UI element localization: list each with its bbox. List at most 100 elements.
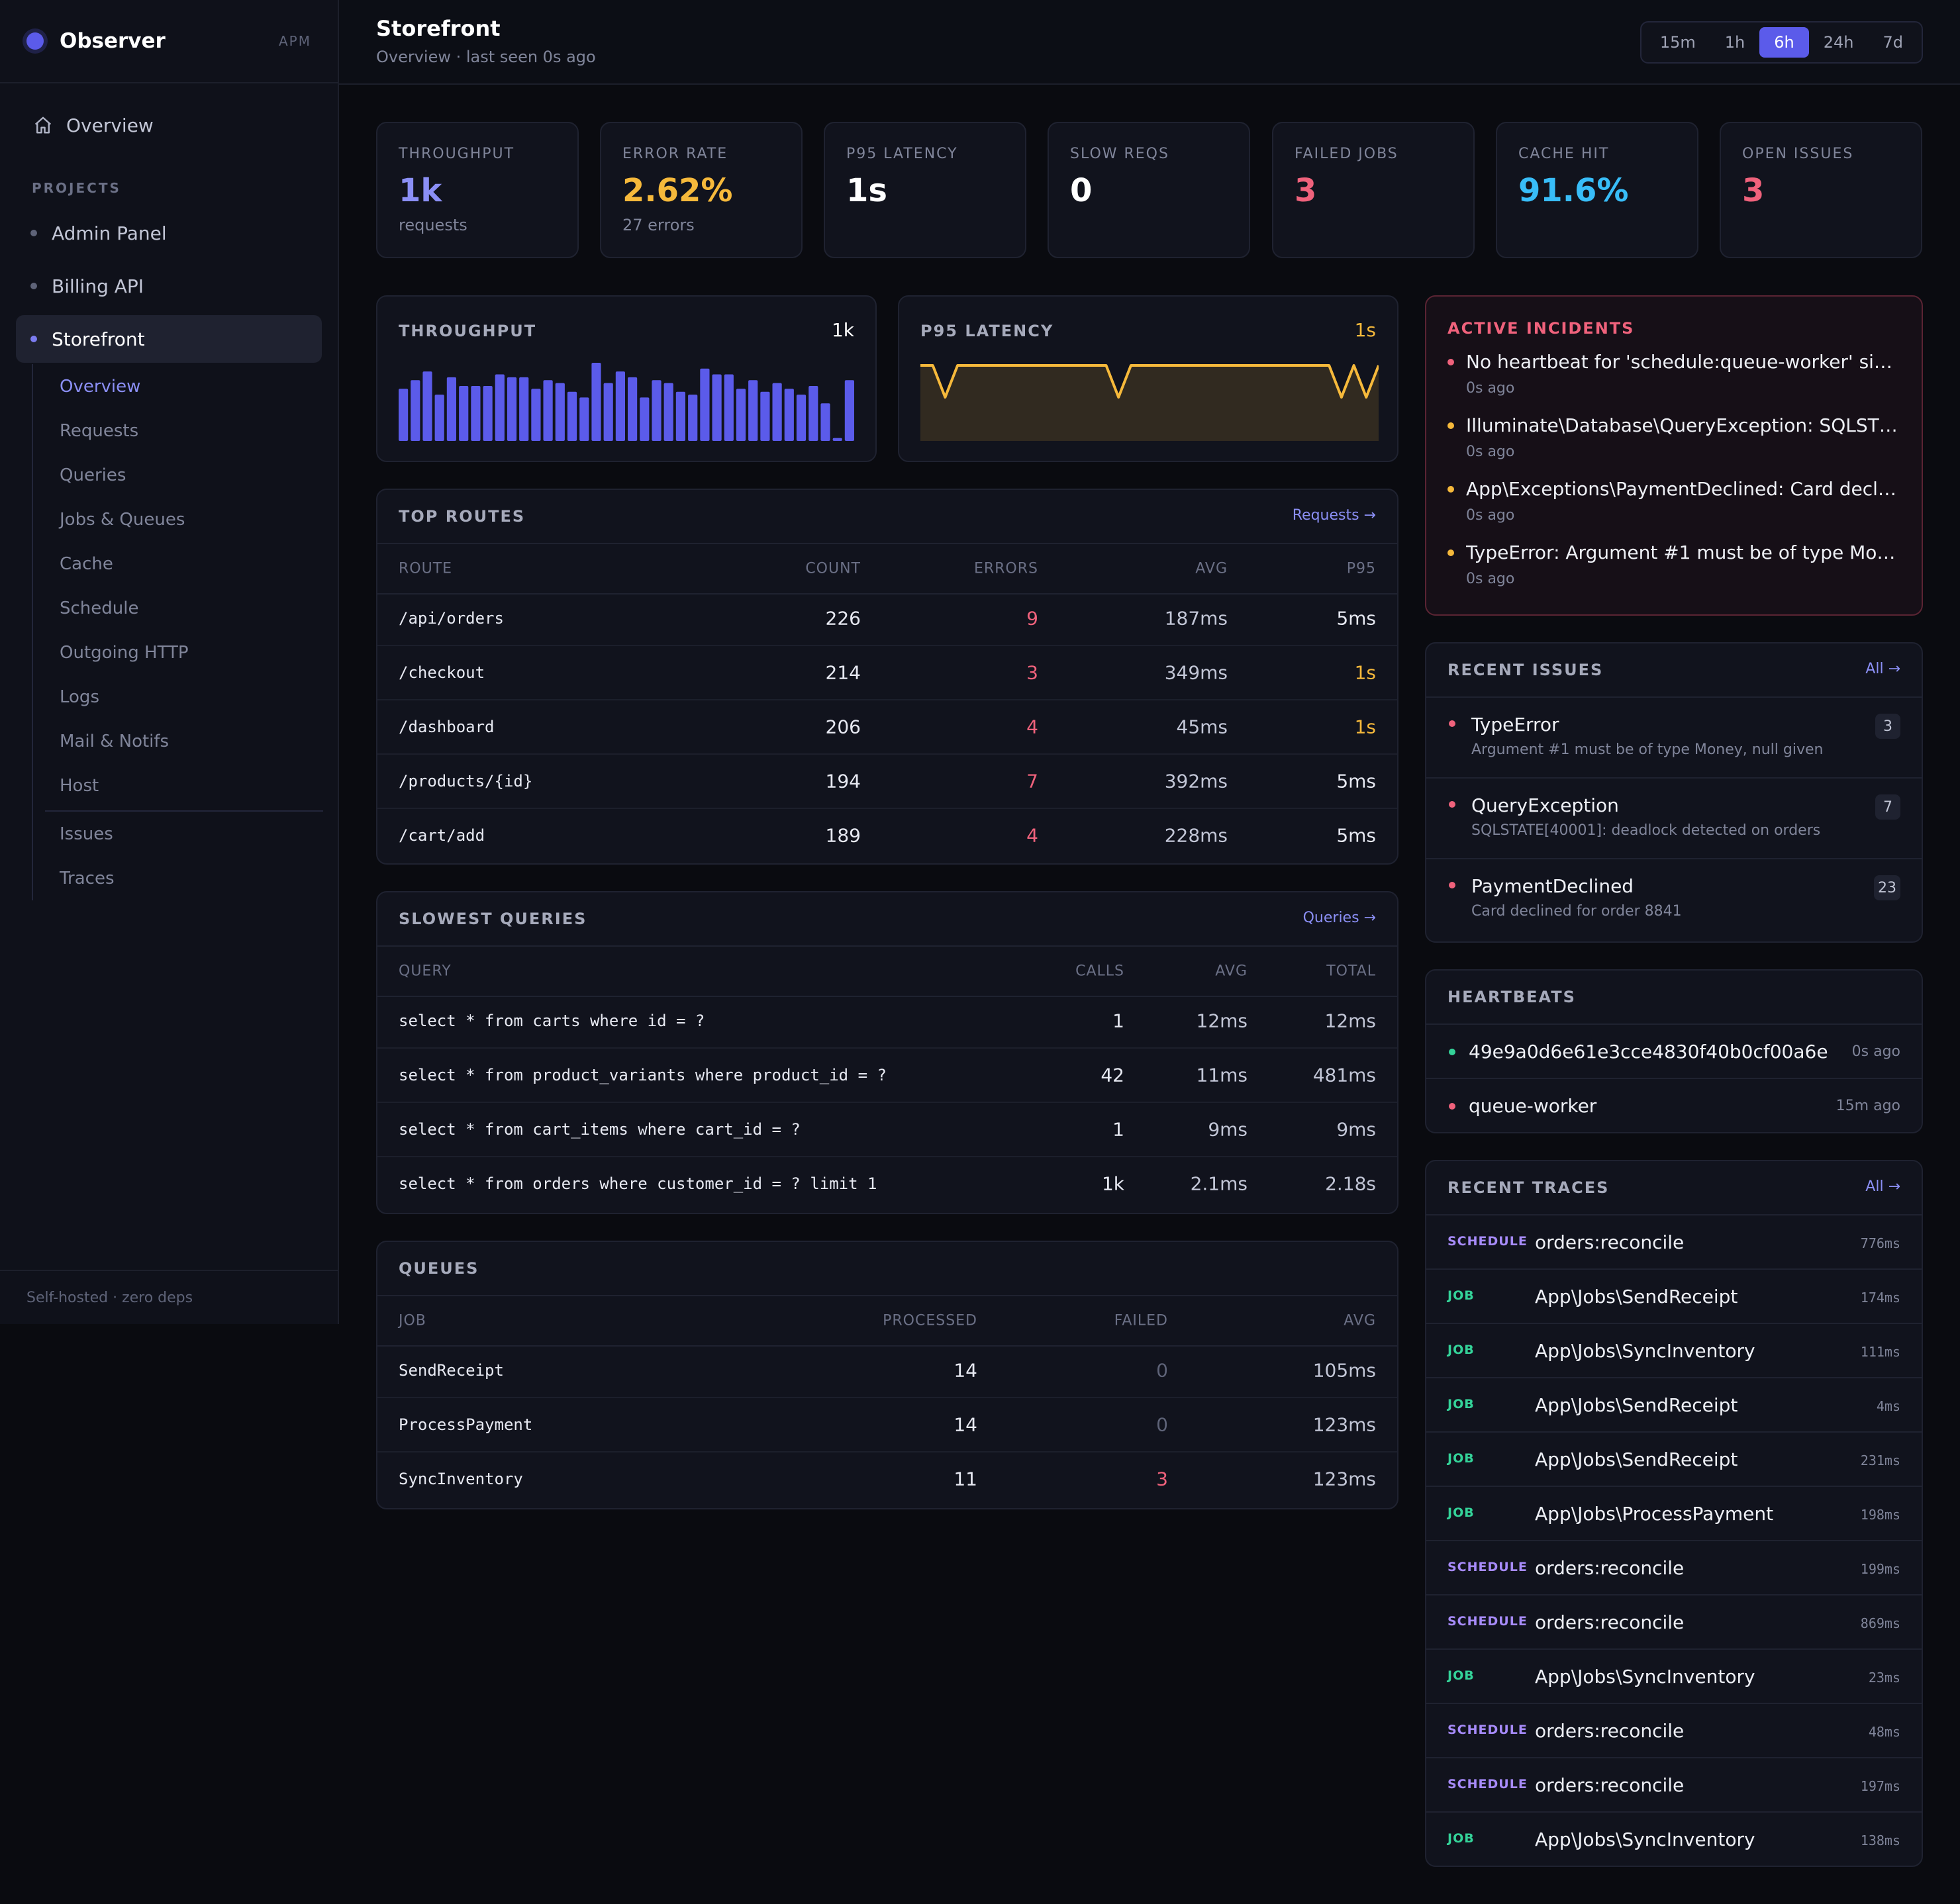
- issue-row[interactable]: TypeError Argument #1 must be of type Mon…: [1426, 696, 1922, 779]
- queue-row[interactable]: ProcessPayment 14 0 123ms: [377, 1398, 1397, 1452]
- route-errors: 4: [1026, 716, 1038, 738]
- project-storefront[interactable]: Storefront: [16, 315, 322, 363]
- incident-item[interactable]: Illuminate\Database\QueryException: SQLS…: [1447, 414, 1900, 474]
- project-label: Admin Panel: [52, 222, 167, 244]
- route-row[interactable]: /api/orders 226 9 187ms 5ms: [377, 592, 1397, 646]
- trace-row[interactable]: JOB App\Jobs\SendReceipt 174ms: [1426, 1268, 1922, 1324]
- trace-duration: 23ms: [1868, 1670, 1900, 1686]
- range-1h-button[interactable]: 1h: [1724, 33, 1745, 52]
- route-row[interactable]: /cart/add 189 4 228ms 5ms: [377, 809, 1397, 862]
- subnav-outgoing-http[interactable]: Outgoing HTTP: [60, 642, 189, 663]
- trace-row[interactable]: JOB App\Jobs\SyncInventory 23ms: [1426, 1648, 1922, 1704]
- queue-failed: 0: [1156, 1359, 1168, 1382]
- table-header: ROUTE COUNT ERRORS AVG P95: [377, 543, 1397, 595]
- trace-row[interactable]: JOB App\Jobs\ProcessPayment 198ms: [1426, 1486, 1922, 1541]
- all-traces-link[interactable]: All →: [1865, 1178, 1900, 1195]
- trace-row[interactable]: JOB App\Jobs\SyncInventory 111ms: [1426, 1323, 1922, 1378]
- trace-duration: 199ms: [1860, 1561, 1900, 1577]
- query-avg: 12ms: [1196, 1010, 1248, 1032]
- route-avg: 349ms: [1164, 661, 1228, 684]
- subnav-overview[interactable]: Overview: [60, 376, 141, 397]
- col-query: QUERY: [399, 963, 452, 980]
- recent-issues-card: RECENT ISSUES All → TypeError Argument #1…: [1425, 642, 1923, 943]
- subnav-requests[interactable]: Requests: [60, 420, 139, 441]
- subnav-logs[interactable]: Logs: [60, 687, 99, 707]
- throughput-bar: [543, 380, 553, 441]
- subnav-cache[interactable]: Cache: [60, 553, 113, 574]
- trace-row[interactable]: SCHEDULE orders:reconcile 776ms: [1426, 1214, 1922, 1270]
- query-row[interactable]: select * from orders where customer_id =…: [377, 1157, 1397, 1210]
- trace-type-badge: JOB: [1447, 1343, 1475, 1357]
- latency-area: [920, 365, 1379, 441]
- query-row[interactable]: select * from product_variants where pro…: [377, 1049, 1397, 1103]
- route-p95: 1s: [1354, 716, 1376, 738]
- trace-row[interactable]: SCHEDULE orders:reconcile 199ms: [1426, 1540, 1922, 1595]
- trace-row[interactable]: JOB App\Jobs\SendReceipt 4ms: [1426, 1377, 1922, 1433]
- heartbeat-time: 15m ago: [1836, 1098, 1900, 1114]
- trace-name: App\Jobs\SendReceipt: [1535, 1394, 1738, 1416]
- route-path: /checkout: [399, 663, 485, 682]
- route-row[interactable]: /dashboard 206 4 45ms 1s: [377, 700, 1397, 755]
- sidebar-item-overview[interactable]: Overview: [0, 102, 338, 148]
- incident-item[interactable]: TypeError: Argument #1 must be of type M…: [1447, 542, 1900, 601]
- trace-row[interactable]: SCHEDULE orders:reconcile 197ms: [1426, 1757, 1922, 1813]
- col-processed: PROCESSED: [883, 1312, 977, 1329]
- subnav-host[interactable]: Host: [60, 775, 99, 796]
- incident-text: No heartbeat for 'schedule:queue-worker'…: [1466, 351, 1892, 373]
- route-row[interactable]: /products/{id} 194 7 392ms 5ms: [377, 755, 1397, 809]
- queue-row[interactable]: SyncInventory 11 3 123ms: [377, 1452, 1397, 1505]
- range-7d-button[interactable]: 7d: [1883, 33, 1903, 52]
- trace-name: orders:reconcile: [1535, 1611, 1685, 1633]
- trace-row[interactable]: JOB App\Jobs\SendReceipt 231ms: [1426, 1431, 1922, 1487]
- stat-value: 91.6%: [1518, 172, 1629, 209]
- route-row[interactable]: /checkout 214 3 349ms 1s: [377, 646, 1397, 700]
- trace-row[interactable]: SCHEDULE orders:reconcile 48ms: [1426, 1703, 1922, 1758]
- issue-status-dot: [1449, 720, 1455, 727]
- route-count: 194: [825, 770, 861, 792]
- heartbeat-name: 49e9a0d6e61e3cce4830f40b0cf00a6e: [1469, 1041, 1828, 1063]
- range-15m-button[interactable]: 15m: [1659, 33, 1696, 52]
- project-billing-api[interactable]: Billing API: [16, 262, 322, 310]
- route-p95: 1s: [1354, 661, 1376, 684]
- route-errors: 9: [1026, 607, 1038, 630]
- trace-name: orders:reconcile: [1535, 1774, 1685, 1796]
- requests-link[interactable]: Requests →: [1292, 507, 1376, 524]
- incident-item[interactable]: No heartbeat for 'schedule:queue-worker'…: [1447, 351, 1900, 410]
- incident-text: Illuminate\Database\QueryException: SQLS…: [1466, 414, 1898, 436]
- heartbeat-row[interactable]: 49e9a0d6e61e3cce4830f40b0cf00a6e 0s ago: [1426, 1023, 1922, 1079]
- stat-value: 2.62%: [622, 172, 733, 209]
- route-errors: 4: [1026, 824, 1038, 847]
- queue-job: SendReceipt: [399, 1361, 504, 1380]
- subnav-jobs-queues[interactable]: Jobs & Queues: [60, 509, 185, 530]
- subnav-schedule[interactable]: Schedule: [60, 598, 139, 618]
- project-label: Billing API: [52, 275, 144, 297]
- subnav-divider: [45, 810, 323, 812]
- throughput-bar: [663, 383, 673, 441]
- heartbeat-row[interactable]: queue-worker 15m ago: [1426, 1078, 1922, 1133]
- subnav-mail-notifs[interactable]: Mail & Notifs: [60, 731, 170, 751]
- range-6h-button[interactable]: 6h: [1759, 27, 1809, 58]
- trace-row[interactable]: SCHEDULE orders:reconcile 869ms: [1426, 1594, 1922, 1650]
- issue-row[interactable]: PaymentDeclined Card declined for order 8…: [1426, 858, 1922, 940]
- trace-row[interactable]: JOB App\Jobs\SyncInventory 138ms: [1426, 1811, 1922, 1867]
- sidebar-item-overview-label: Overview: [66, 114, 154, 136]
- page-subtitle: Overview · last seen 0s ago: [376, 48, 596, 66]
- subnav-issues[interactable]: Issues: [60, 824, 113, 844]
- query-row[interactable]: select * from cart_items where cart_id =…: [377, 1103, 1397, 1157]
- query-row[interactable]: select * from carts where id = ? 1 12ms 12m…: [377, 994, 1397, 1049]
- trace-duration: 231ms: [1860, 1452, 1900, 1468]
- subnav-traces[interactable]: Traces: [60, 868, 115, 888]
- issue-row[interactable]: QueryException SQLSTATE[40001]: deadlock …: [1426, 777, 1922, 859]
- subnav-queries[interactable]: Queries: [60, 465, 126, 485]
- route-count: 226: [825, 607, 861, 630]
- queries-link[interactable]: Queries →: [1302, 910, 1376, 926]
- trace-name: orders:reconcile: [1535, 1557, 1685, 1579]
- all-issues-link[interactable]: All →: [1865, 661, 1900, 677]
- queue-row[interactable]: SendReceipt 14 0 105ms: [377, 1344, 1397, 1398]
- trace-name: App\Jobs\SyncInventory: [1535, 1340, 1755, 1362]
- project-admin-panel[interactable]: Admin Panel: [16, 209, 322, 257]
- trace-type-badge: JOB: [1447, 1397, 1475, 1411]
- queue-processed: 14: [954, 1413, 977, 1436]
- incident-item[interactable]: App\Exceptions\PaymentDeclined: Card dec…: [1447, 478, 1900, 538]
- range-24h-button[interactable]: 24h: [1823, 33, 1854, 52]
